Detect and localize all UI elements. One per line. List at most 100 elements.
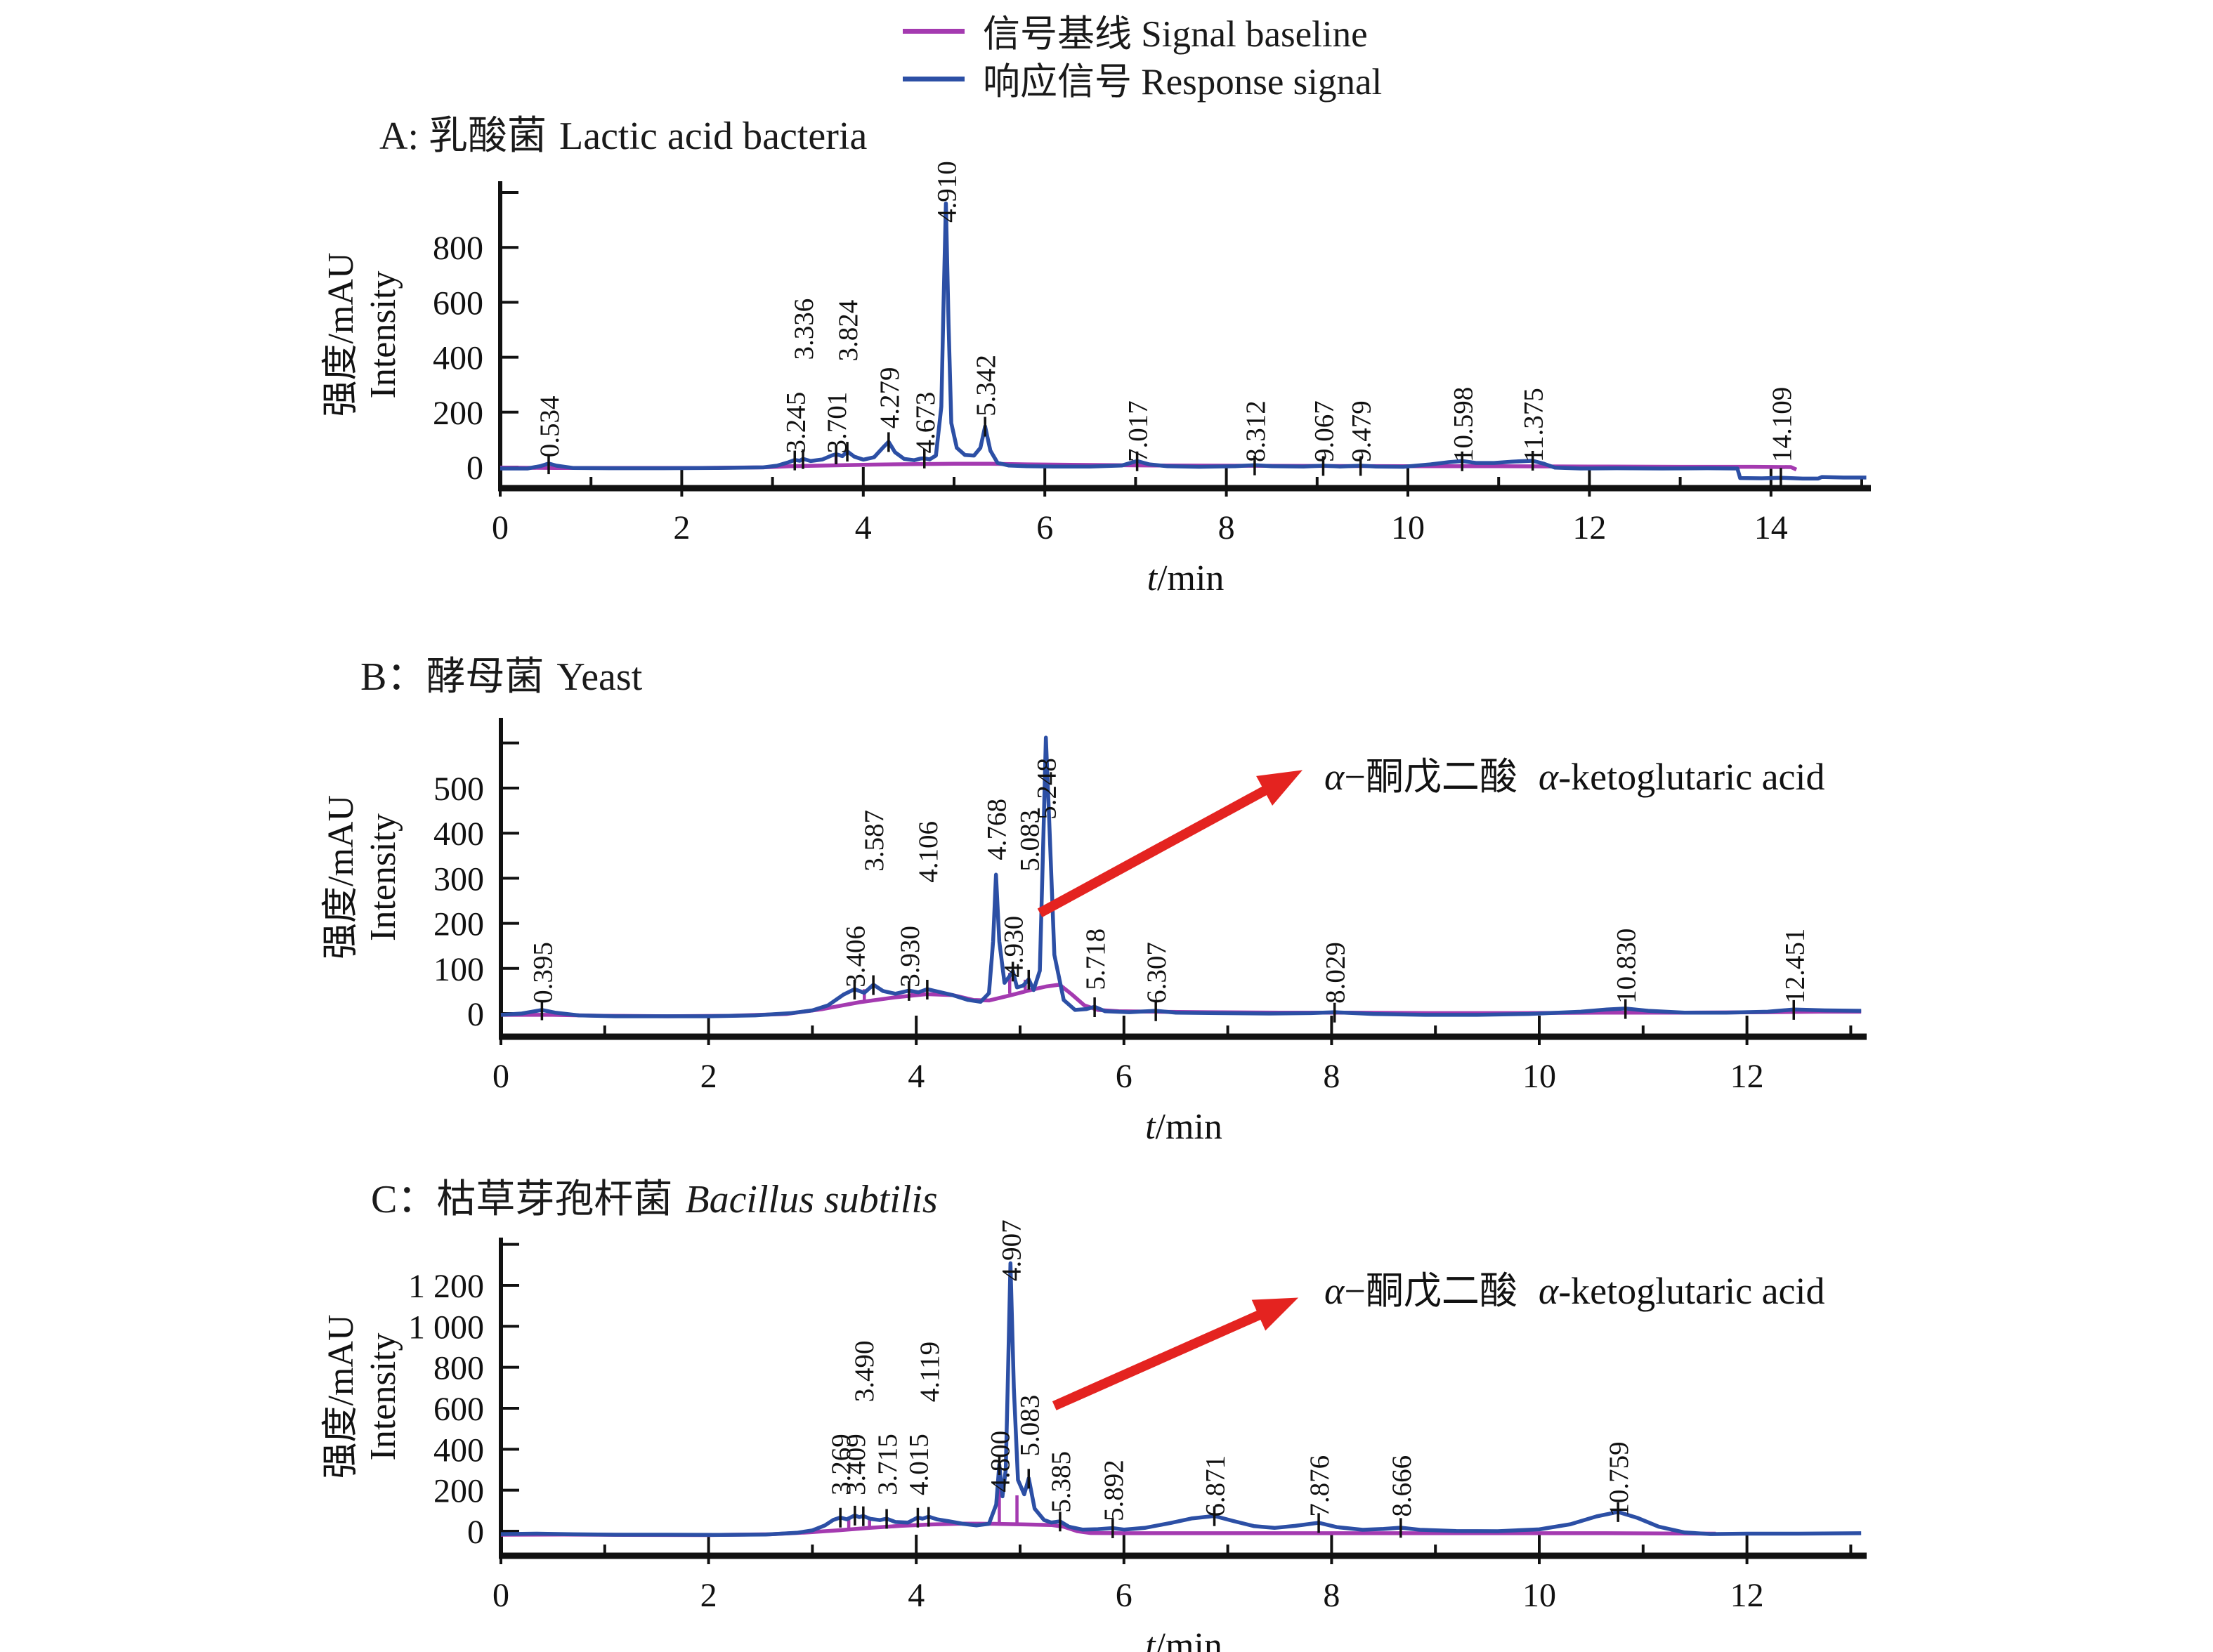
svg-text:1 000: 1 000 bbox=[408, 1309, 484, 1346]
legend-label: 响应信号 Response signal bbox=[983, 62, 1383, 103]
svg-text:7.876: 7.876 bbox=[1305, 1455, 1335, 1517]
svg-text:0: 0 bbox=[492, 1058, 509, 1095]
svg-text:12.451: 12.451 bbox=[1780, 929, 1810, 1004]
baseline-line-swatch bbox=[903, 28, 965, 34]
axes-A bbox=[498, 181, 1871, 497]
svg-text:800: 800 bbox=[433, 1350, 484, 1387]
svg-text:3.406: 3.406 bbox=[840, 926, 870, 988]
svg-text:8.312: 8.312 bbox=[1241, 400, 1271, 462]
svg-text:6.307: 6.307 bbox=[1142, 942, 1172, 1004]
panel-c-title: C：枯草芽孢杆菌 Bacillus subtilis bbox=[371, 1167, 938, 1224]
svg-text:4.907: 4.907 bbox=[996, 1219, 1026, 1281]
svg-text:4.673: 4.673 bbox=[910, 392, 941, 454]
svg-text:11.375: 11.375 bbox=[1519, 388, 1549, 462]
svg-text:3.336: 3.336 bbox=[789, 299, 819, 360]
axes-C bbox=[499, 1238, 1867, 1564]
svg-text:0: 0 bbox=[492, 509, 509, 546]
svg-text:5.248: 5.248 bbox=[1032, 758, 1062, 820]
svg-text:4.279: 4.279 bbox=[875, 367, 905, 429]
svg-text:4: 4 bbox=[908, 1058, 925, 1095]
svg-text:6: 6 bbox=[1036, 509, 1053, 546]
panel-b-title: B：酵母菌 Yeast bbox=[360, 645, 642, 702]
y-axis-label-C: 强度/mAU Intensity bbox=[321, 1314, 403, 1479]
arrow-head bbox=[1251, 1297, 1299, 1331]
panel-title-cn: 酵母菌 bbox=[426, 655, 544, 699]
svg-text:Intensity: Intensity bbox=[363, 271, 403, 399]
svg-text:2: 2 bbox=[673, 509, 690, 546]
svg-text:3.245: 3.245 bbox=[781, 392, 811, 454]
svg-text:3.930: 3.930 bbox=[895, 926, 925, 988]
peak-markers-C bbox=[839, 1455, 1619, 1538]
panel-title-en: Bacillus subtilis bbox=[685, 1178, 938, 1221]
svg-text:6: 6 bbox=[1116, 1058, 1132, 1095]
svg-text:4.800: 4.800 bbox=[985, 1431, 1015, 1493]
svg-text:7.017: 7.017 bbox=[1123, 400, 1154, 462]
legend-item-response-signal: 响应信号 Response signal bbox=[903, 55, 1382, 103]
svg-text:3.269: 3.269 bbox=[826, 1434, 856, 1495]
svg-text:200: 200 bbox=[433, 1473, 484, 1510]
svg-text:5.718: 5.718 bbox=[1081, 929, 1111, 990]
svg-text:3.701: 3.701 bbox=[822, 392, 852, 454]
svg-text:0: 0 bbox=[467, 1514, 484, 1551]
svg-text:100: 100 bbox=[433, 951, 484, 988]
svg-text:0: 0 bbox=[466, 450, 483, 487]
svg-text:200: 200 bbox=[433, 906, 484, 943]
svg-text:5.083: 5.083 bbox=[1014, 1395, 1045, 1457]
svg-text:400: 400 bbox=[433, 1431, 484, 1469]
svg-text:12: 12 bbox=[1730, 1058, 1764, 1095]
svg-text:10.830: 10.830 bbox=[1612, 929, 1642, 1004]
svg-text:400: 400 bbox=[433, 340, 483, 377]
svg-text:强度/mAU: 强度/mAU bbox=[321, 1314, 361, 1479]
annotation-text: α−酮戊二酸 α-ketoglutaric acid bbox=[1324, 756, 1825, 798]
signal-curve-B bbox=[500, 735, 1862, 1018]
svg-text:5.385: 5.385 bbox=[1046, 1451, 1076, 1513]
panel-title-cn: 乳酸菌 bbox=[429, 114, 547, 158]
svg-text:4.106: 4.106 bbox=[913, 821, 944, 883]
x-axis-label-B: t/min bbox=[1145, 1107, 1222, 1147]
panel-title-en: Yeast bbox=[556, 655, 643, 699]
peak-labels-A: 0.534 3.245 3.336 3.701 3.824 4.279 4.673 4.910… bbox=[535, 161, 1797, 462]
legend: 信号基线 Signal baseline 响应信号 Response signa… bbox=[903, 7, 1382, 103]
svg-text:8.029: 8.029 bbox=[1321, 942, 1351, 1004]
arrow-shaft bbox=[1052, 1308, 1266, 1410]
svg-text:800: 800 bbox=[433, 230, 483, 267]
svg-text:0.534: 0.534 bbox=[535, 396, 565, 458]
svg-text:6.871: 6.871 bbox=[1201, 1455, 1231, 1517]
svg-text:4.930: 4.930 bbox=[999, 916, 1029, 978]
svg-text:4.768: 4.768 bbox=[982, 799, 1012, 860]
svg-text:12: 12 bbox=[1730, 1577, 1764, 1614]
svg-text:10: 10 bbox=[1522, 1058, 1556, 1095]
arrow-shaft bbox=[1037, 783, 1272, 917]
svg-text:14.109: 14.109 bbox=[1767, 387, 1797, 462]
signal-curve-A bbox=[500, 201, 1867, 481]
svg-text:Intensity: Intensity bbox=[363, 813, 403, 941]
svg-text:600: 600 bbox=[433, 284, 483, 322]
panel-letter: A: bbox=[379, 114, 429, 158]
svg-text:3.490: 3.490 bbox=[849, 1340, 880, 1402]
svg-text:2: 2 bbox=[700, 1577, 717, 1614]
svg-text:6: 6 bbox=[1116, 1577, 1132, 1614]
svg-text:3.715: 3.715 bbox=[873, 1434, 903, 1495]
svg-text:8: 8 bbox=[1323, 1577, 1340, 1614]
annotation-text: α−酮戊二酸 α-ketoglutaric acid bbox=[1324, 1270, 1825, 1312]
panel-B: 0 2 4 6 8 10 12 0 100 200 300 400 500 强度/mAU Intensity… bbox=[321, 718, 1867, 1147]
annotation-B: α−酮戊二酸 α-ketoglutaric acid bbox=[1037, 756, 1825, 917]
svg-text:500: 500 bbox=[433, 771, 484, 808]
panel-a-title: A: 乳酸菌 Lactic acid bacteria bbox=[379, 104, 867, 161]
svg-text:4: 4 bbox=[855, 509, 872, 546]
svg-text:3.587: 3.587 bbox=[859, 810, 889, 872]
tick-labels-B: 0 2 4 6 8 10 12 0 100 200 300 400 500 bbox=[433, 771, 1764, 1095]
svg-text:600: 600 bbox=[433, 1391, 484, 1428]
svg-text:10.598: 10.598 bbox=[1448, 387, 1478, 462]
svg-text:4.910: 4.910 bbox=[932, 161, 962, 223]
svg-text:10: 10 bbox=[1522, 1577, 1556, 1614]
svg-text:14: 14 bbox=[1754, 509, 1788, 546]
svg-text:强度/mAU: 强度/mAU bbox=[321, 252, 361, 417]
peak-markers-A bbox=[547, 417, 1782, 488]
panel-letter: B： bbox=[360, 655, 426, 699]
signal-curve-C bbox=[500, 1261, 1862, 1538]
x-axis-label-A: t/min bbox=[1147, 558, 1225, 598]
